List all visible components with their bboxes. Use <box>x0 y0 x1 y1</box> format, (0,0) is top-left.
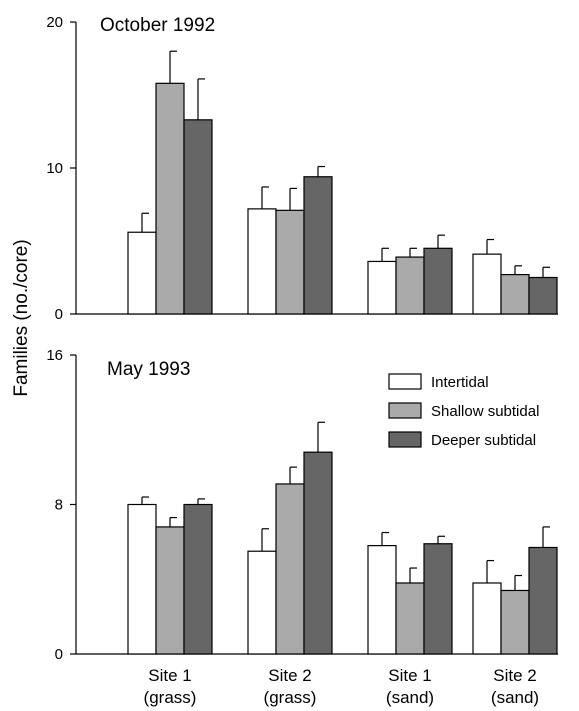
legend-label-0: Intertidal <box>431 374 489 391</box>
legend-swatch-1 <box>388 402 422 419</box>
category-sublabel-0: (grass) <box>144 688 197 707</box>
category-label-0: Site 1 <box>148 666 191 685</box>
y-tick-label-top-0: 0 <box>55 306 63 323</box>
bar-top-s2-c0 <box>183 119 213 315</box>
legend: Intertidal Shallow subtidal Deeper subtida… <box>388 373 539 449</box>
legend-swatch-0 <box>388 373 422 390</box>
bar-bottom-s2-c1 <box>303 451 333 655</box>
category-label-1: Site 2 <box>268 666 311 685</box>
y-axis-label: Families (no./core) <box>11 239 32 396</box>
bar-bottom-s0-c1 <box>247 550 277 655</box>
panel-title-bottom: May 1993 <box>107 359 190 380</box>
x-category-labels: Site 1 (grass) Site 2 (grass) Site 1 (sand) Si… <box>144 666 540 707</box>
legend-label-1: Shallow subtidal <box>431 403 539 420</box>
bar-bottom-s2-c3 <box>528 546 558 655</box>
bar-bottom-s2-c0 <box>183 503 213 655</box>
bar-top-s2-c3 <box>528 276 558 315</box>
y-tick-label-bottom-2: 16 <box>46 347 63 364</box>
category-sublabel-1: (grass) <box>264 688 317 707</box>
bar-bottom-s1-c1 <box>275 483 305 655</box>
bar-top-s1-c2 <box>395 256 425 315</box>
bar-bottom-s1-c3 <box>500 589 530 655</box>
bar-top-s0-c1 <box>247 208 277 315</box>
y-tick-label-bottom-1: 8 <box>55 497 63 514</box>
bar-bottom-s0-c3 <box>472 582 502 655</box>
panel-title-top: October 1992 <box>100 15 215 36</box>
panel-may-1993: May 1993 0 8 16 <box>46 347 558 663</box>
bar-bottom-s1-c0 <box>155 526 185 655</box>
bar-top-s1-c0 <box>155 82 185 315</box>
legend-swatch-2 <box>388 431 422 448</box>
bar-top-s0-c0 <box>127 231 157 315</box>
category-label-2: Site 1 <box>388 666 431 685</box>
bar-bottom-s0-c0 <box>127 503 157 655</box>
bar-bottom-s1-c2 <box>395 582 425 655</box>
bar-top-s1-c3 <box>500 273 530 315</box>
bar-top-s0-c3 <box>472 253 502 315</box>
category-label-3: Site 2 <box>493 666 536 685</box>
bar-bottom-s0-c2 <box>367 545 397 655</box>
category-sublabel-3: (sand) <box>491 688 539 707</box>
y-tick-label-top-2: 20 <box>46 14 63 31</box>
category-sublabel-2: (sand) <box>386 688 434 707</box>
bar-bottom-s2-c2 <box>423 543 453 655</box>
bar-top-s0-c2 <box>367 260 397 315</box>
bar-top-s2-c1 <box>303 176 333 315</box>
bar-top-s1-c1 <box>275 209 305 315</box>
y-tick-label-top-1: 10 <box>46 160 63 177</box>
y-tick-label-bottom-0: 0 <box>55 646 63 663</box>
legend-label-2: Deeper subtidal <box>431 432 536 449</box>
bar-top-s2-c2 <box>423 247 453 315</box>
panel-october-1992: October 1992 0 10 20 <box>46 14 558 323</box>
